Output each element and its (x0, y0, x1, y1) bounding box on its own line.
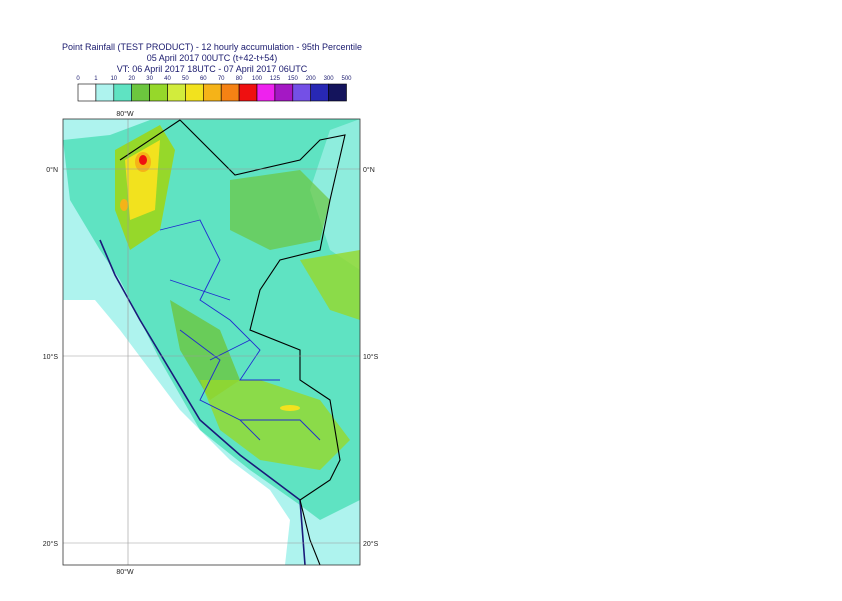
legend: 0 1 10 20 30 40 50 60 70 80 100 125 150 200 300 500 (76, 76, 352, 102)
lat-label: 20°S (43, 540, 59, 548)
lat-label: 10°S (43, 353, 59, 361)
legend-label: 0 (76, 76, 80, 82)
legend-swatch (292, 83, 311, 102)
subtitle: VT: 06 April 2017 18UTC - 07 April 2017 … (117, 64, 308, 74)
legend-swatch (185, 83, 204, 102)
legend-swatch (113, 83, 133, 102)
legend-swatch (167, 83, 186, 102)
title: Point Rainfall (TEST PRODUCT) - 12 hourl… (62, 42, 362, 52)
legend-label: 150 (288, 76, 299, 82)
lat-label: 10°S (363, 353, 379, 361)
legend-swatch (77, 83, 97, 102)
subtitle: 05 April 2017 00UTC (t+42-t+54) (147, 53, 278, 63)
legend-label: 100 (252, 76, 263, 82)
legend-swatch (256, 83, 276, 102)
legend-label: 300 (324, 76, 335, 82)
lon-label: 80°W (116, 568, 134, 576)
legend-swatch (149, 83, 168, 102)
legend-label: 10 (110, 76, 117, 82)
legend-label: 1 (94, 76, 98, 82)
legend-label: 70 (218, 76, 225, 82)
legend-swatch (95, 83, 115, 102)
legend-label: 200 (306, 76, 317, 82)
map (63, 119, 360, 565)
lat-label: 0°N (46, 166, 58, 174)
legend-swatch (328, 83, 347, 102)
lat-label: 20°S (363, 540, 379, 548)
legend-label: 60 (200, 76, 207, 82)
legend-label: 50 (182, 76, 189, 82)
legend-swatch (310, 83, 329, 102)
legend-swatch (238, 83, 258, 102)
legend-swatch (131, 83, 150, 102)
legend-label: 20 (128, 76, 135, 82)
legend-label: 500 (341, 76, 352, 82)
legend-swatch (203, 83, 222, 102)
lat-label: 0°N (363, 166, 375, 174)
map-frame (62, 118, 361, 566)
legend-label: 125 (270, 76, 281, 82)
legend-label: 40 (164, 76, 171, 82)
legend-label: 30 (146, 76, 153, 82)
lon-label: 80°W (116, 110, 134, 118)
legend-label: 80 (236, 76, 243, 82)
legend-swatch (220, 83, 240, 102)
legend-swatch (274, 83, 294, 102)
